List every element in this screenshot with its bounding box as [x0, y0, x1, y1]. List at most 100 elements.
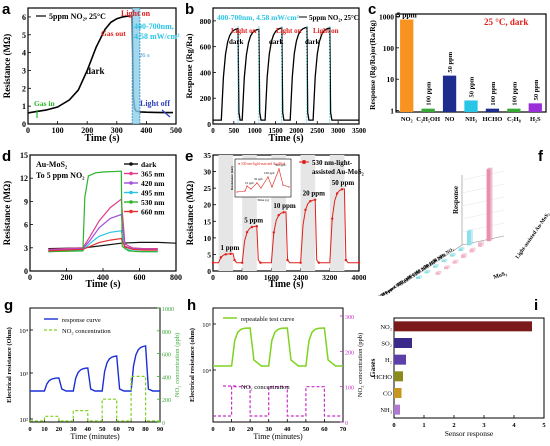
y-tick-label: 1 [390, 107, 394, 116]
y2-tick-label: 0 [162, 421, 165, 427]
panel-label: d [2, 149, 11, 165]
y-tick-label: NH₃ [380, 407, 392, 414]
bar [394, 404, 400, 415]
light-band [132, 8, 140, 124]
data-point [277, 213, 280, 217]
bar-top [452, 259, 459, 262]
bar-side [436, 264, 439, 268]
step-label: 10 ppm [273, 202, 296, 210]
bar-side [465, 253, 468, 258]
bar-top [449, 253, 456, 255]
x-tick-label: C₂H₅OH [416, 116, 440, 123]
annotation-dark: dark [305, 38, 320, 46]
data-point [255, 225, 258, 228]
grid-line [461, 196, 505, 207]
exposure-band [218, 155, 234, 271]
y-tick-label: 10² [20, 417, 29, 424]
bar-top [458, 247, 465, 249]
data-point [331, 217, 334, 220]
y-axis-label: Resistance (MΩ) [2, 181, 12, 245]
legend-label: 5ppm NO₂, 25°C [309, 14, 359, 22]
legend-marker [129, 181, 133, 185]
legend-marker [302, 160, 306, 164]
data-point [241, 261, 244, 264]
annotation-power: 4.58 mW/cm² [134, 32, 180, 41]
x-tick-label: 30 [70, 426, 77, 433]
y-tick-label: 100 [383, 44, 395, 53]
annotation-gas-out: Gas out [101, 29, 126, 38]
bar-top [415, 275, 422, 277]
y-tick-label: 0 [24, 267, 28, 276]
data-point [286, 258, 289, 262]
y-tick-label: 2 [22, 84, 26, 93]
panel-g: g 0 10 20 30 40 50 60 70 80 90 Time (minutes) 10² 10… [4, 297, 181, 441]
legend-label: NO₂ concentration [62, 328, 111, 335]
bar [466, 231, 471, 246]
x-tick-label: 40 [85, 426, 92, 433]
y-tick-label: 25 [204, 184, 212, 193]
plot-frame [27, 7, 177, 125]
y-axis-label: Response [452, 186, 460, 214]
x-tick-label: 2000 [289, 127, 304, 135]
x-tick-label: 0 [211, 426, 214, 433]
data-point [304, 208, 307, 212]
data-point [272, 231, 276, 234]
annotation-material: Au-MoS₂ [36, 160, 68, 169]
y-tick-label: 6 [22, 13, 26, 22]
step-label: 20 ppm [303, 190, 326, 198]
y-tick-label: 5 [207, 250, 211, 259]
inset-label: 10 ppb [245, 181, 254, 185]
annotation-duration: 26 s [139, 52, 150, 59]
sensor-response-bar-chart: 0 1 2 3 4 5 Sensor response Gases NO₂ SO₂ H₂ HCHO CO… [368, 317, 546, 438]
data-point [299, 261, 302, 264]
x-tick-label: 300 [111, 126, 123, 135]
annotation-light-on: Light on [121, 9, 151, 18]
bar [507, 108, 521, 112]
bar-label: 100 ppm [426, 81, 433, 106]
y2-tick-label: 300 [345, 315, 354, 321]
y-axis-label: Response (Rg/Ra)or(Ra/Rg) [368, 20, 377, 110]
x-tick-label: 2 [452, 422, 455, 429]
step-label: 1 ppm [220, 244, 239, 252]
bar [458, 248, 463, 251]
legend-label: NO₂ concentration [241, 384, 290, 391]
x-tick-label: 600 [134, 273, 146, 282]
inset-point [260, 187, 262, 189]
inset-point [278, 168, 280, 170]
y2-tick-label: 0 [345, 421, 348, 427]
y-tick-label: 0 [22, 120, 26, 129]
data-point [282, 211, 285, 214]
y-tick-label: 10³ [20, 371, 29, 378]
x-axis-label: Time (s) [84, 133, 119, 144]
x-axis-label: Time (minutes) [253, 432, 303, 441]
data-point [219, 256, 223, 259]
bar-side [428, 269, 431, 274]
y-tick-label: H₂ [385, 357, 392, 364]
bar [394, 321, 532, 332]
bar [452, 261, 457, 264]
grid-line [461, 209, 505, 220]
bar-label: 100 ppm [490, 81, 497, 106]
legend-label: 365 nm [141, 170, 165, 179]
y-tick-label: 1 [22, 102, 26, 111]
inset-frame [234, 158, 292, 198]
bar-label: 5 ppm [397, 11, 418, 20]
x-tick-label: 20 [56, 426, 63, 433]
bar-top [461, 253, 468, 255]
panel-label: h [187, 297, 196, 314]
bar [461, 254, 466, 258]
y-tick-label: 10⁴ [19, 328, 29, 335]
y-tick-label: 6 [24, 221, 28, 230]
y2-tick-label: 200 [162, 398, 171, 404]
inset-point [256, 182, 258, 184]
x-tick-label: 0 [211, 273, 215, 282]
legend-label: 660 nm [141, 208, 165, 217]
bar [469, 249, 474, 253]
series-line [48, 237, 158, 252]
y-tick-label: 0 [207, 120, 211, 129]
inset-point [271, 186, 273, 188]
y-tick-label: SO₂ [381, 341, 392, 348]
bar-side [473, 247, 476, 253]
bar-label: 50 ppm [447, 51, 454, 72]
bar-side [445, 258, 448, 263]
